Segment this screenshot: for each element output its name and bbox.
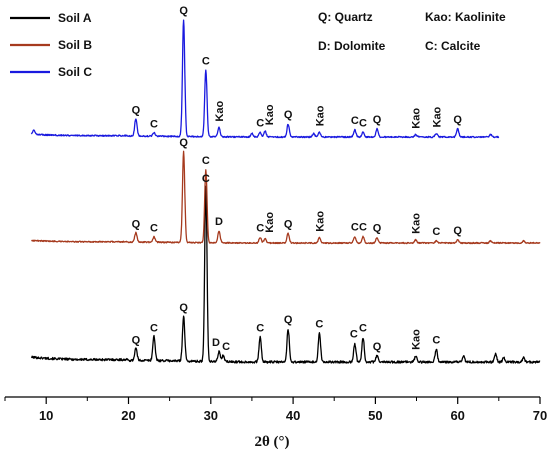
peak-label: D bbox=[212, 337, 220, 349]
peak-label: C bbox=[315, 318, 323, 330]
peak-label: C bbox=[202, 173, 210, 185]
legend-label-soil-c: Soil C bbox=[58, 65, 92, 79]
series-curves bbox=[30, 19, 541, 364]
series-line-soil-a bbox=[30, 185, 541, 364]
peak-label: C bbox=[202, 155, 210, 167]
peak-label: Kao bbox=[431, 106, 443, 127]
peak-label: C bbox=[432, 335, 440, 347]
peak-label: Q bbox=[453, 225, 462, 237]
x-axis-title: 2θ (°) bbox=[254, 434, 289, 450]
x-tick-label: 60 bbox=[450, 408, 464, 423]
peak-label: Kao bbox=[411, 213, 423, 234]
peak-label: Q bbox=[179, 302, 188, 314]
peak-label: C bbox=[202, 55, 210, 67]
peak-label: Kao bbox=[314, 105, 326, 126]
peak-label: C bbox=[256, 223, 264, 235]
peak-label: Q bbox=[373, 341, 382, 353]
x-axis-ticks: 10 20 30 40 50 60 70 bbox=[4, 397, 547, 423]
x-tick-label: 30 bbox=[204, 408, 218, 423]
legend: Soil A Soil B Soil C bbox=[10, 11, 92, 79]
peak-label: C bbox=[150, 223, 158, 235]
peak-label: C bbox=[359, 117, 367, 129]
x-tick-label: 20 bbox=[121, 408, 135, 423]
series-line-soil-c bbox=[30, 19, 500, 139]
peak-label: C bbox=[256, 322, 264, 334]
peak-label: Q bbox=[132, 335, 141, 347]
x-tick-label: 50 bbox=[368, 408, 382, 423]
mineral-key-dolomite: D: Dolomite bbox=[318, 39, 386, 53]
mineral-key-kaolinite: Kao: Kaolinite bbox=[425, 10, 506, 24]
peak-label: Kao bbox=[214, 101, 226, 122]
peak-label: C bbox=[256, 117, 264, 129]
mineral-key-calcite: C: Calcite bbox=[425, 39, 481, 53]
peak-label: Kao bbox=[411, 329, 423, 350]
peak-label: Q bbox=[284, 314, 293, 326]
peak-label: Q bbox=[179, 137, 188, 149]
mineral-key-quartz: Q: Quartz bbox=[318, 10, 373, 24]
x-tick-label: 10 bbox=[39, 408, 53, 423]
peak-label: C bbox=[150, 322, 158, 334]
peak-label: C bbox=[359, 222, 367, 234]
peak-label: Kao bbox=[264, 104, 276, 125]
legend-label-soil-a: Soil A bbox=[58, 11, 92, 25]
peak-label: C bbox=[351, 115, 359, 127]
x-tick-label: 70 bbox=[533, 408, 547, 423]
peak-label: C bbox=[350, 329, 358, 341]
peak-label: D bbox=[215, 216, 223, 228]
legend-label-soil-b: Soil B bbox=[58, 38, 92, 52]
peak-label: Q bbox=[373, 223, 382, 235]
series-line-soil-b bbox=[31, 150, 541, 245]
peak-label: Q bbox=[179, 5, 188, 17]
x-tick-label: 40 bbox=[286, 408, 300, 423]
mineral-key: Q: Quartz Kao: Kaolinite D: Dolomite C: … bbox=[318, 10, 506, 53]
peak-label: Q bbox=[132, 218, 141, 230]
peak-label: Q bbox=[373, 114, 382, 126]
peak-label: C bbox=[150, 119, 158, 131]
peak-label: Q bbox=[284, 218, 293, 230]
peak-label: Kao bbox=[411, 108, 423, 129]
peak-label: C bbox=[359, 322, 367, 334]
peak-label: C bbox=[432, 226, 440, 238]
peak-label: Q bbox=[132, 105, 141, 117]
peak-label: Kao bbox=[264, 212, 276, 233]
peak-label: C bbox=[351, 222, 359, 234]
peak-label: Q bbox=[284, 109, 293, 121]
peak-label: Q bbox=[453, 114, 462, 126]
peak-label: Kao bbox=[314, 211, 326, 232]
peak-label: C bbox=[222, 341, 230, 353]
